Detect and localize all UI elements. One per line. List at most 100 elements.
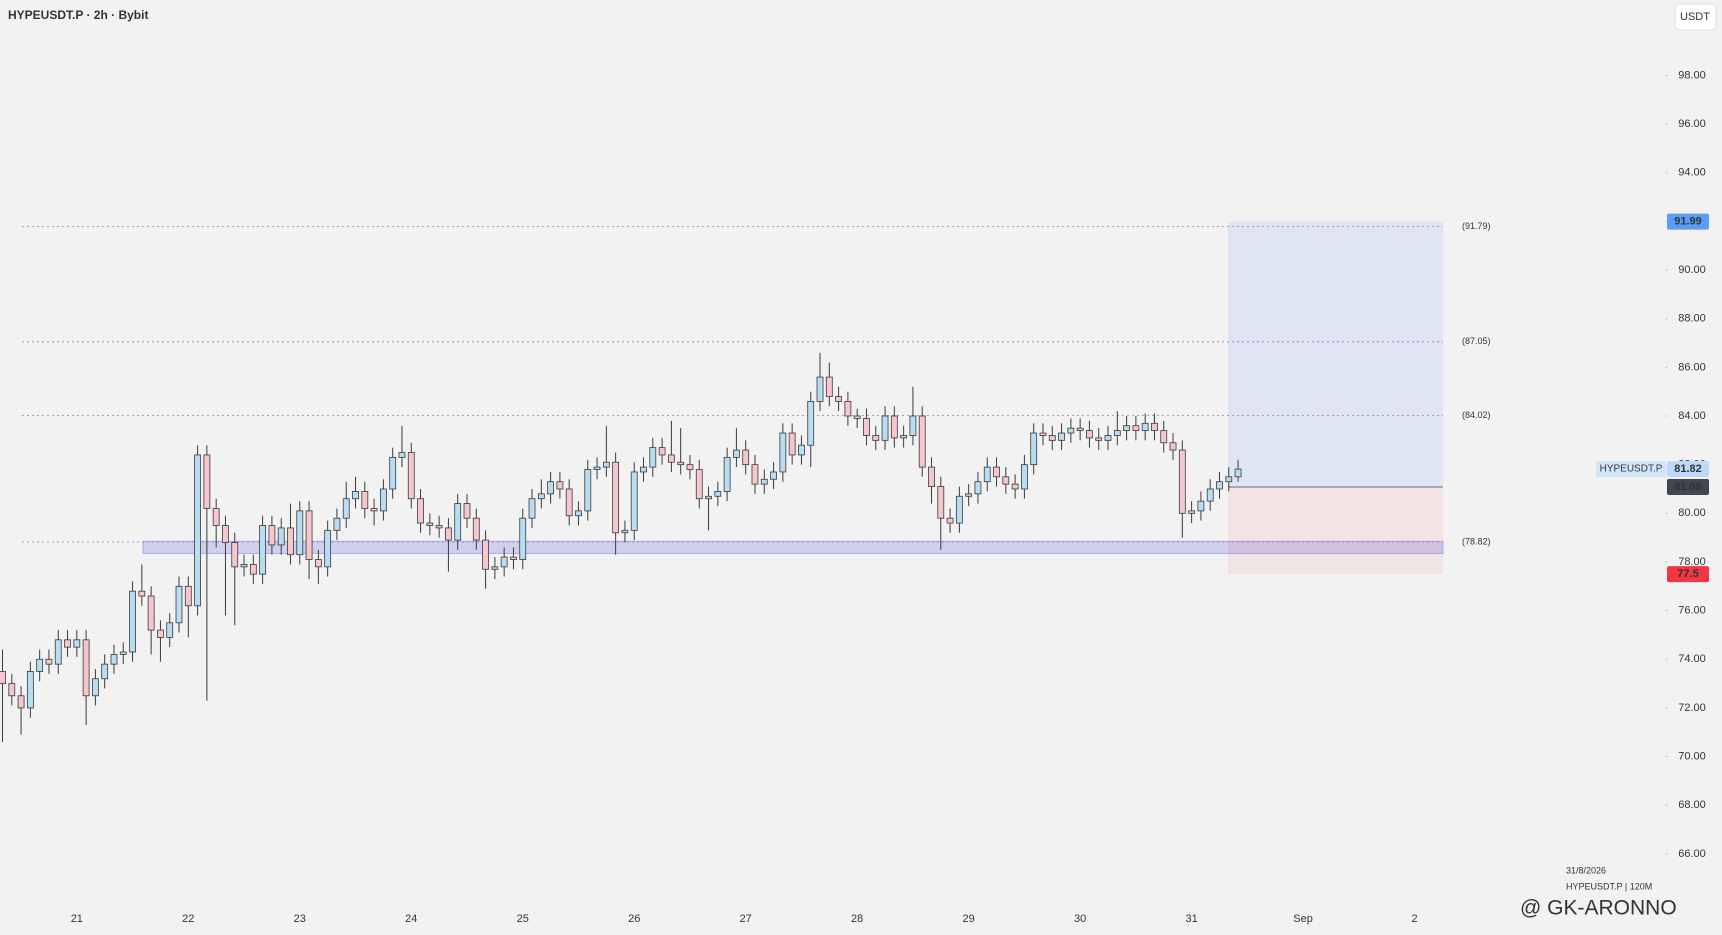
stop-area: [1228, 487, 1443, 575]
candle-body: [379, 488, 387, 512]
candle-body: [955, 495, 963, 524]
candle-body: [296, 510, 304, 556]
level-label: (87.05): [1462, 336, 1491, 346]
currency-button[interactable]: [1674, 3, 1717, 31]
x-tick-label: 23: [294, 913, 306, 925]
candle-body: [779, 432, 787, 473]
candle-body: [1086, 430, 1093, 439]
candle-body: [1113, 430, 1121, 436]
candle-body: [510, 556, 517, 560]
y-tick-label: 72.00: [1678, 702, 1706, 714]
candle-body: [389, 456, 397, 490]
x-tick-label: 30: [1074, 913, 1086, 925]
level-label: (91.79): [1462, 221, 1491, 231]
candle-body: [788, 432, 796, 456]
candle-body: [547, 481, 555, 495]
footer-date: 31/8/2026: [1566, 865, 1606, 875]
candle-body: [1002, 476, 1010, 485]
candle-body: [17, 695, 25, 709]
candle-body: [816, 376, 824, 402]
level-label: (84.02): [1462, 410, 1491, 420]
candle-body: [640, 466, 647, 473]
x-tick-label: Sep: [1293, 913, 1313, 925]
x-tick-label: 21: [71, 913, 83, 925]
y-tick-label: 84.00: [1678, 410, 1706, 422]
candle-body: [26, 671, 34, 709]
candle-body: [909, 415, 917, 436]
candle-body: [900, 435, 908, 439]
candle-body: [742, 449, 750, 466]
candle-body: [184, 585, 192, 607]
candle-body: [519, 517, 527, 560]
candle-body: [491, 566, 499, 570]
candle-body: [1011, 483, 1019, 490]
candle-body: [1197, 500, 1205, 512]
candle-body: [1021, 464, 1028, 490]
candle-body: [863, 418, 870, 436]
candle-body: [537, 493, 545, 500]
candle-body: [677, 461, 685, 466]
candle-body: [138, 590, 146, 597]
candle-body: [305, 510, 313, 560]
candle-body: [1169, 442, 1177, 451]
watermark: @ GK-ARONNO: [1520, 897, 1677, 920]
candle-body: [593, 466, 601, 470]
candle-body: [500, 556, 508, 568]
x-tick-label: 28: [851, 913, 863, 925]
candle-body: [0, 671, 6, 685]
candle-body: [528, 498, 536, 519]
y-tick-label: 66.00: [1678, 848, 1706, 860]
candle-body: [853, 415, 861, 419]
candle-body: [974, 481, 982, 495]
x-tick-label: 31: [1185, 913, 1197, 925]
candle-body: [445, 527, 452, 541]
candle-body: [705, 495, 712, 500]
candle-body: [398, 452, 406, 458]
x-tick-label: 27: [740, 913, 752, 925]
candle-body: [212, 508, 220, 526]
footer-symbol: HYPEUSDT.P | 120M: [1566, 881, 1652, 891]
candle-body: [770, 471, 777, 480]
candle-body: [277, 527, 285, 546]
candle-body: [1225, 476, 1233, 483]
candle-body: [714, 491, 722, 497]
candle-body: [175, 585, 183, 624]
candle-body: [231, 542, 239, 568]
target-price-label: 91.99: [1674, 216, 1702, 228]
candle-body: [73, 639, 81, 648]
candle-body: [482, 539, 489, 570]
candle-body: [621, 529, 629, 534]
candle-body: [1123, 425, 1130, 432]
candle-body: [472, 517, 480, 541]
x-tick-label: 22: [182, 913, 194, 925]
y-tick-label: 68.00: [1678, 799, 1706, 811]
y-tick-label: 70.00: [1678, 751, 1706, 763]
candle-body: [268, 525, 276, 546]
candle-body: [612, 461, 620, 534]
candle-body: [667, 454, 675, 463]
entry-price-label: 81.08: [1674, 481, 1702, 493]
y-tick-label: 90.00: [1678, 264, 1706, 276]
symbol-tag: HYPEUSDT.P: [1600, 464, 1663, 475]
y-tick-label: 76.00: [1678, 605, 1706, 617]
target-price-label-bg: [1667, 213, 1709, 230]
candle-body: [314, 559, 322, 568]
candle-body: [1058, 432, 1065, 441]
x-tick-label: 26: [628, 913, 640, 925]
stop-price-label-bg: [1667, 566, 1709, 583]
y-tick-label: 80.00: [1678, 507, 1706, 519]
candle-body: [658, 447, 666, 456]
candle-body: [166, 622, 174, 638]
candle-body: [1132, 425, 1140, 432]
symbol-tag-bg: [1596, 461, 1666, 478]
candle-body: [928, 466, 935, 487]
candle-body: [890, 415, 898, 439]
candle-body: [36, 658, 44, 672]
level-label: (78.82): [1462, 536, 1491, 546]
candle-body: [1039, 432, 1047, 436]
candle-body: [872, 435, 880, 441]
target-area: [1228, 221, 1443, 488]
candle-body: [575, 510, 582, 517]
candle-body: [64, 639, 71, 648]
